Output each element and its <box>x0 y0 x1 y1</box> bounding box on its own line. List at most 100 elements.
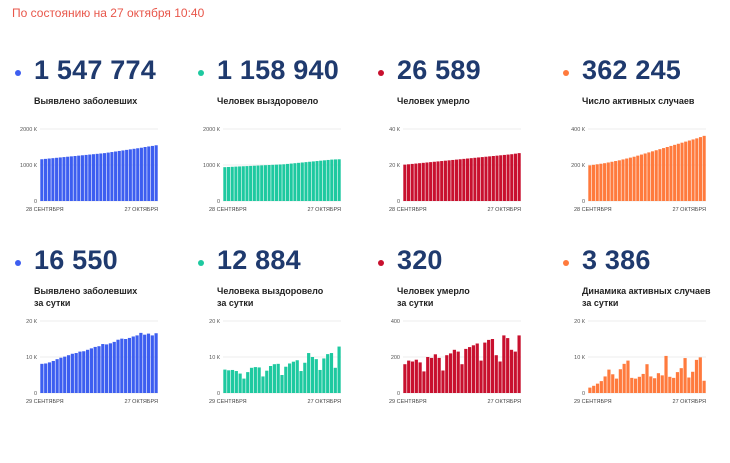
bar <box>641 373 645 393</box>
bar <box>606 162 610 201</box>
y-tick-label: 2000 К <box>20 127 38 133</box>
bar <box>614 161 618 201</box>
bar <box>694 359 699 393</box>
legend-dot <box>378 260 384 266</box>
bar <box>625 158 629 201</box>
legend-dot <box>378 70 384 76</box>
bar <box>66 156 70 201</box>
metric-row: 1 158 940 <box>195 55 365 91</box>
bar <box>595 383 600 393</box>
metric-label: Динамика активных случаев за сутки <box>582 285 730 309</box>
x-end-label: 27 ОКТЯБРЯ <box>673 399 706 405</box>
bar <box>330 159 334 201</box>
bar <box>626 360 630 393</box>
bar <box>319 160 323 201</box>
bar <box>702 135 706 201</box>
bar <box>116 339 120 393</box>
bar <box>299 371 303 393</box>
bar <box>425 162 429 201</box>
y-tick-label: 400 <box>391 319 400 325</box>
bar <box>114 151 118 201</box>
bar <box>295 360 299 393</box>
bar-chart: 0 200 К 400 К 28 СЕНТЯБРЯ 27 ОКТЯБРЯ <box>571 127 706 213</box>
bar <box>143 334 147 393</box>
y-tick-label: 0 <box>582 199 585 205</box>
bar <box>687 140 691 201</box>
bar <box>628 157 632 201</box>
y-tick-label: 200 К <box>571 163 586 169</box>
metric-value: 1 158 940 <box>217 55 339 85</box>
x-end-label: 27 ОКТЯБРЯ <box>125 207 158 213</box>
metric-label-line: за сутки <box>34 298 71 308</box>
bar <box>121 150 125 201</box>
bar <box>414 359 418 393</box>
bar <box>443 160 447 201</box>
bar <box>288 363 292 393</box>
bar <box>517 153 521 201</box>
bar <box>614 378 619 393</box>
metric-label-line: за сутки <box>217 298 254 308</box>
bar-chart: 0 1000 К 2000 К 28 СЕНТЯБРЯ 27 ОКТЯБРЯ <box>203 127 341 213</box>
bar <box>241 166 245 201</box>
bar <box>58 157 62 201</box>
bar <box>326 354 330 393</box>
bar <box>656 373 661 393</box>
y-tick-label: 20 К <box>26 319 38 325</box>
bar <box>261 376 265 393</box>
bar-chart: 0 10 К 20 К 29 СЕНТЯБРЯ 27 ОКТЯБРЯ <box>209 319 341 405</box>
bar <box>88 154 92 201</box>
y-tick-label: 0 <box>34 391 37 397</box>
bar <box>143 147 147 201</box>
bar <box>245 166 249 201</box>
bar <box>517 335 521 393</box>
bar <box>147 146 151 201</box>
bar <box>260 165 264 201</box>
bar <box>403 164 407 201</box>
bar <box>465 158 470 201</box>
bar <box>139 332 143 393</box>
bar <box>223 369 227 393</box>
bar <box>506 338 510 393</box>
bar <box>47 362 52 393</box>
bar <box>418 362 422 393</box>
bar <box>676 143 680 201</box>
x-start-label: 28 СЕНТЯБРЯ <box>209 207 247 213</box>
bar <box>59 357 63 393</box>
bar <box>610 161 614 201</box>
bar <box>650 151 655 201</box>
bar <box>249 165 253 201</box>
metric-label-line: Человека выздоровело <box>217 286 324 296</box>
y-tick-label: 200 <box>391 355 400 361</box>
bar <box>702 380 706 393</box>
y-tick-label: 20 К <box>209 319 221 325</box>
bar <box>127 337 132 393</box>
bar <box>607 369 611 393</box>
metric-label: Человека выздоровело за сутки <box>217 285 367 309</box>
bar <box>665 147 669 201</box>
metric-row: 16 550 <box>12 245 182 281</box>
bar <box>673 144 677 201</box>
metric-label-line: за сутки <box>397 298 434 308</box>
metric-label: Человек умерло за сутки <box>397 285 547 309</box>
metric-value: 362 245 <box>582 55 681 85</box>
bar <box>456 351 460 393</box>
bar <box>698 357 702 393</box>
bar <box>691 371 695 393</box>
bar <box>108 343 113 393</box>
bar <box>464 348 468 393</box>
metric-value: 26 589 <box>397 55 481 85</box>
y-tick-label: 0 <box>217 199 220 205</box>
bar <box>595 164 599 201</box>
y-tick-label: 20 К <box>574 319 586 325</box>
y-tick-label: 0 <box>397 199 400 205</box>
bar <box>120 338 124 393</box>
bar <box>271 164 275 201</box>
bar <box>263 165 267 201</box>
bar <box>308 161 312 201</box>
bar <box>84 154 88 201</box>
bar <box>326 159 330 201</box>
bar <box>588 387 592 393</box>
bar <box>105 344 109 393</box>
x-end-label: 27 ОКТЯБРЯ <box>308 207 341 213</box>
bar <box>284 366 288 393</box>
